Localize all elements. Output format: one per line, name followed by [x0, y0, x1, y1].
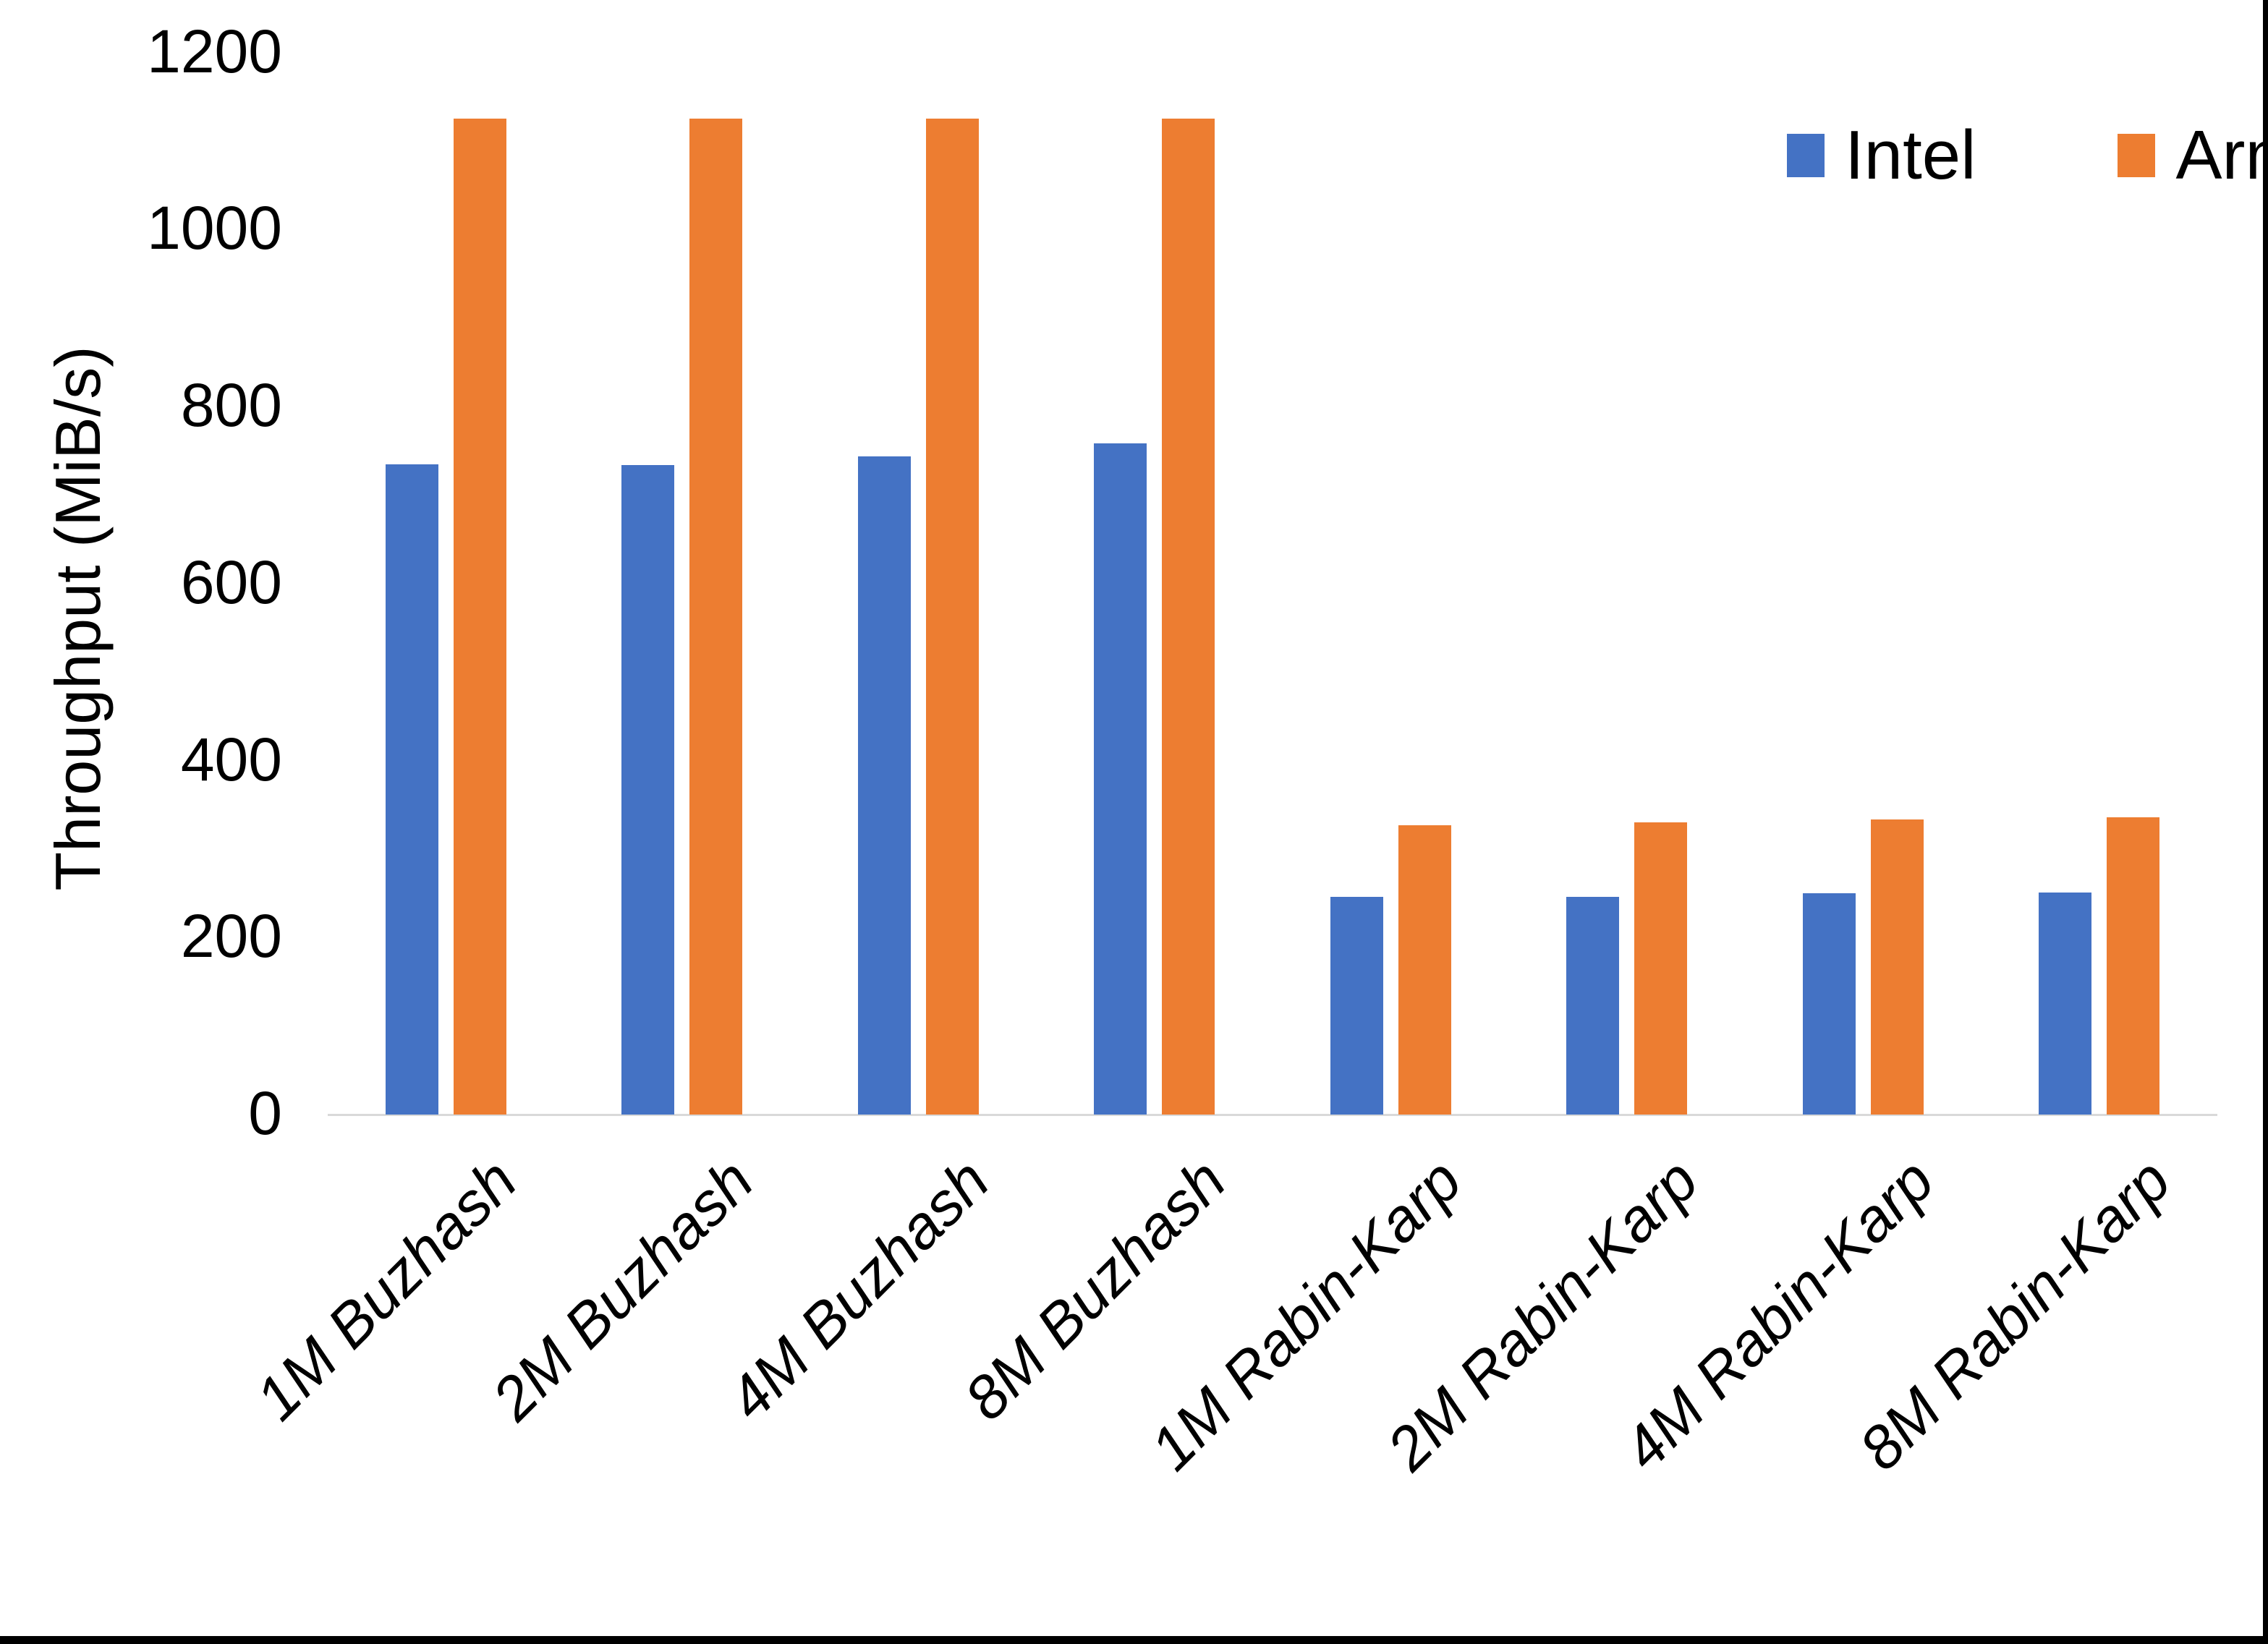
legend-label-arm: Arm	[2175, 116, 2268, 194]
legend-swatch-arm	[2118, 134, 2156, 177]
y-tick-label-200: 200	[180, 902, 282, 971]
bar-arm-8m-rabin-karp	[2107, 817, 2159, 1115]
bar-intel-2m-buzhash	[621, 465, 674, 1115]
bar-arm-4m-buzhash	[926, 119, 979, 1115]
bar-intel-8m-buzhash	[1094, 443, 1147, 1115]
x-category-label-4m-buzhash: 4M Buzhash	[715, 1146, 1002, 1433]
bar-intel-1m-rabin-karp	[1330, 897, 1383, 1115]
y-tick-label-1200: 1200	[147, 17, 282, 85]
x-category-label-8m-rabin-karp: 8M Rabin-Karp	[1846, 1146, 2183, 1483]
bar-arm-1m-buzhash	[454, 119, 506, 1115]
x-axis-line	[328, 1114, 2217, 1116]
y-tick-label-800: 800	[180, 371, 282, 439]
legend-swatch-intel	[1787, 134, 1825, 177]
x-category-label-2m-buzhash: 2M Buzhash	[479, 1146, 766, 1433]
bar-intel-1m-buzhash	[386, 464, 438, 1115]
y-tick-label-1000: 1000	[147, 194, 282, 263]
y-tick-label-0: 0	[248, 1079, 282, 1147]
bar-arm-2m-rabin-karp	[1634, 822, 1687, 1115]
bar-arm-2m-buzhash	[689, 119, 742, 1115]
bar-arm-8m-buzhash	[1162, 119, 1215, 1115]
legend: Intel Arm	[1787, 116, 2268, 195]
x-category-label-4m-rabin-karp: 4M Rabin-Karp	[1609, 1146, 1947, 1483]
y-tick-label-600: 600	[180, 548, 282, 616]
bottom-border-bar	[0, 1636, 2268, 1644]
x-category-label-2m-rabin-karp: 2M Rabin-Karp	[1373, 1146, 1711, 1483]
x-category-label-1m-rabin-karp: 1M Rabin-Karp	[1137, 1146, 1474, 1483]
right-border-bar	[2263, 0, 2268, 1644]
legend-label-intel: Intel	[1845, 116, 1976, 194]
y-tick-label-400: 400	[180, 725, 282, 793]
bar-intel-4m-buzhash	[858, 456, 911, 1115]
bar-intel-8m-rabin-karp	[2039, 893, 2091, 1115]
x-category-label-8m-buzhash: 8M Buzhash	[951, 1146, 1239, 1433]
bar-intel-4m-rabin-karp	[1803, 893, 1856, 1115]
bar-intel-2m-rabin-karp	[1566, 897, 1619, 1115]
x-category-label-1m-buzhash: 1M Buzhash	[242, 1146, 530, 1433]
bar-arm-1m-rabin-karp	[1398, 825, 1451, 1115]
bar-arm-4m-rabin-karp	[1871, 819, 1924, 1115]
